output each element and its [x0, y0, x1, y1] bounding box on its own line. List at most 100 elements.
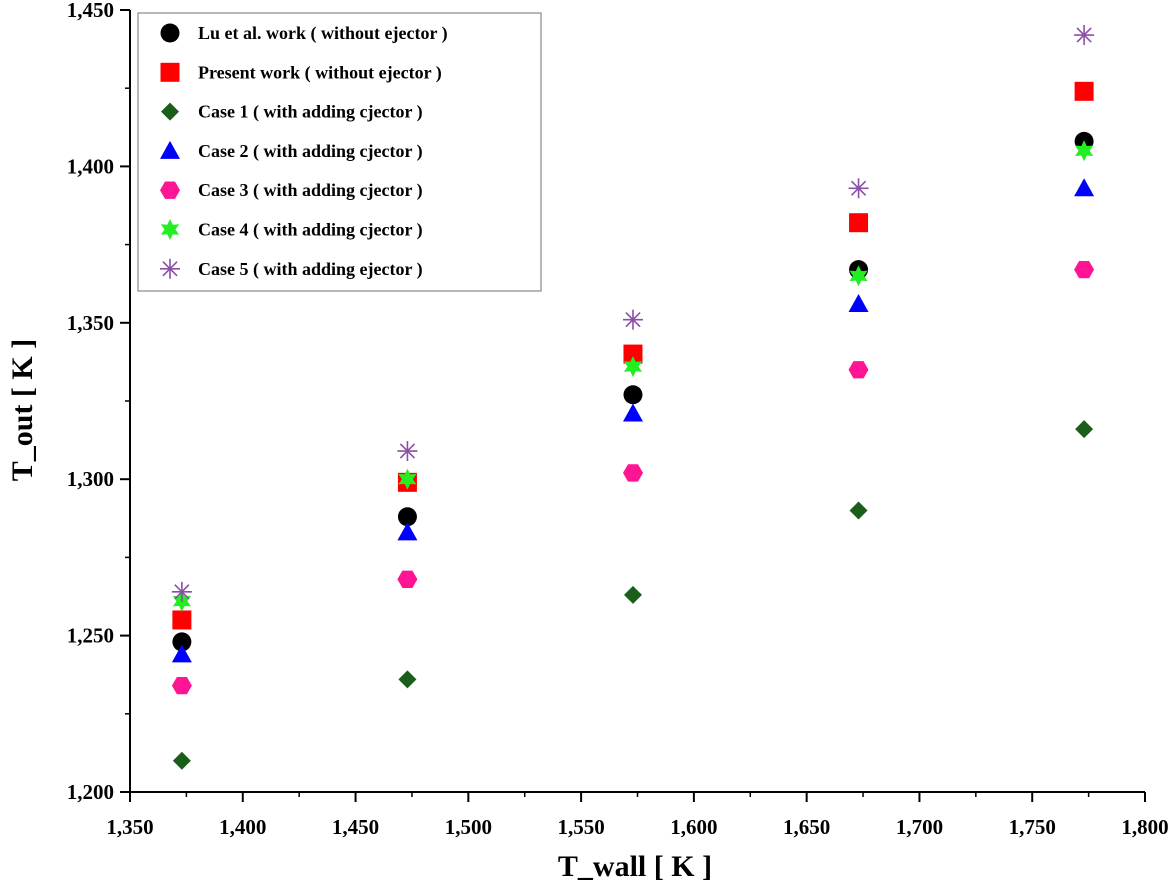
x-tick-label: 1,450 — [332, 815, 379, 839]
triangle-marker — [160, 140, 180, 159]
data-point — [171, 581, 192, 602]
legend-item: Lu et al. work ( without ejector ) — [160, 23, 448, 44]
legend-symbol — [161, 102, 179, 121]
legend: Lu et al. work ( without ejector ) Presen… — [137, 12, 542, 292]
x-tick-label: 1,350 — [106, 815, 153, 839]
y-tick-label: 1,200 — [67, 780, 114, 804]
legend-item: Case 1 ( with adding cjector ) — [161, 102, 423, 123]
asterisk-stroke — [1076, 27, 1092, 43]
triangle-marker — [171, 644, 192, 663]
circle-marker — [397, 507, 417, 527]
diamond-marker — [623, 585, 642, 604]
x-tick-label: 1,400 — [219, 815, 266, 839]
square-marker — [849, 213, 869, 233]
data-point — [397, 441, 418, 462]
y-tick-label: 1,450 — [67, 0, 114, 22]
asterisk-stroke — [174, 584, 190, 600]
data-point — [849, 213, 869, 233]
data-point — [623, 585, 642, 604]
legend-symbol — [160, 258, 180, 279]
x-tick-label: 1,800 — [1121, 815, 1168, 839]
legend-item: Case 4 ( with adding cjector ) — [160, 219, 423, 241]
x-tick-label: 1,500 — [445, 815, 492, 839]
data-point — [397, 570, 418, 588]
legend-item: Case 3 ( with adding cjector ) — [160, 180, 423, 201]
circle-marker — [160, 23, 180, 43]
data-point — [848, 178, 869, 199]
data-point — [172, 751, 191, 770]
data-point — [1075, 140, 1094, 162]
x-tick-label: 1,600 — [670, 815, 717, 839]
hexagon-marker — [397, 570, 418, 588]
legend-item: Case 2 ( with adding cjector ) — [160, 140, 423, 162]
star-marker — [849, 265, 868, 287]
legend-item: Case 5 ( with adding ejector ) — [160, 258, 423, 280]
data-point — [397, 507, 417, 527]
diamond-marker — [849, 501, 868, 520]
triangle-marker — [622, 403, 643, 422]
square-marker — [1074, 81, 1094, 101]
circle-marker — [172, 632, 192, 652]
star-marker — [398, 468, 417, 490]
diamond-marker — [398, 670, 417, 689]
legend-symbol — [160, 140, 180, 159]
diamond-marker — [1075, 420, 1094, 439]
hexagon-marker — [848, 361, 869, 379]
star-marker — [1075, 140, 1094, 162]
circle-marker — [623, 385, 643, 405]
data-point — [171, 644, 192, 663]
y-tick-label: 1,350 — [67, 311, 114, 335]
data-point — [1075, 420, 1094, 439]
data-point — [172, 610, 192, 630]
x-axis-ticks: 1,350 1,400 1,450 1,500 1,550 1,600 1,650 1,700… — [106, 792, 1169, 839]
triangle-marker — [1074, 178, 1095, 197]
y-axis-title: T_out [ K ] — [6, 339, 39, 482]
legend-label: Case 2 ( with adding cjector ) — [198, 141, 423, 162]
diamond-marker — [161, 102, 179, 121]
legend-item: Present work ( without ejector ) — [160, 62, 442, 83]
series-3 — [172, 420, 1094, 770]
square-marker — [623, 344, 643, 364]
data-point — [1074, 261, 1095, 279]
legend-label: Case 1 ( with adding cjector ) — [198, 102, 423, 123]
series-2 — [172, 81, 1094, 630]
y-tick-label: 1,300 — [67, 467, 114, 491]
data-point — [171, 677, 192, 695]
data-point — [848, 361, 869, 379]
data-point — [848, 294, 869, 313]
data-point — [397, 522, 418, 541]
legend-symbol — [160, 219, 180, 240]
legend-symbol — [160, 181, 180, 199]
series-4 — [171, 178, 1095, 663]
data-point — [398, 468, 417, 490]
data-point — [398, 670, 417, 689]
legend-symbol — [160, 23, 180, 43]
asterisk-stroke — [850, 180, 867, 196]
asterisk-stroke — [399, 443, 416, 459]
hexagon-marker — [1074, 261, 1095, 279]
data-point — [1074, 81, 1094, 101]
x-tick-label: 1,750 — [1009, 815, 1056, 839]
hexagon-marker — [160, 181, 180, 199]
data-point — [623, 356, 643, 378]
legend-label: Lu et al. work ( without ejector ) — [198, 23, 448, 44]
legend-label: Case 3 ( with adding cjector ) — [198, 180, 423, 201]
data-point — [849, 265, 868, 287]
data-point — [623, 464, 643, 482]
star-marker — [160, 219, 180, 240]
data-point — [1074, 25, 1095, 46]
data-point — [622, 309, 643, 330]
data-point — [1074, 178, 1095, 197]
legend-label: Case 4 ( with adding cjector ) — [198, 220, 423, 241]
data-point — [849, 501, 868, 520]
legend-box — [137, 12, 542, 292]
triangle-marker — [397, 522, 418, 541]
x-tick-label: 1,700 — [896, 815, 943, 839]
y-tick-label: 1,400 — [67, 154, 114, 178]
x-axis-title: T_wall [ K ] — [558, 850, 712, 883]
square-marker — [172, 610, 192, 630]
data-point — [623, 344, 643, 364]
data-point — [172, 632, 192, 652]
series-5 — [171, 261, 1095, 695]
